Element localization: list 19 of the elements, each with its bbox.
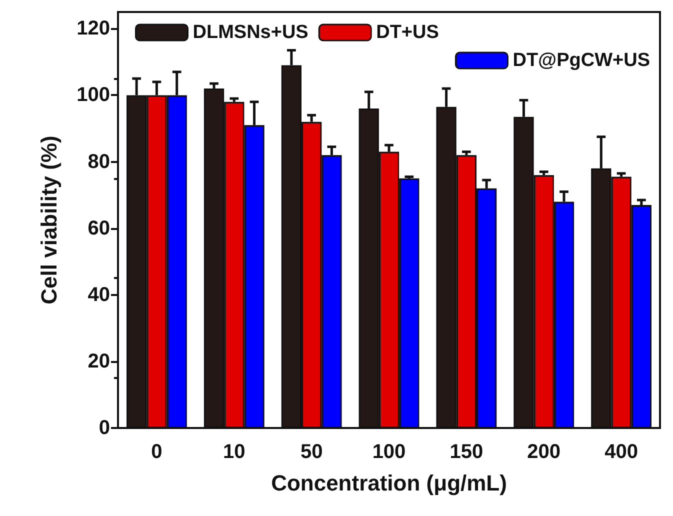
y-tick-label: 20 [88, 350, 110, 372]
x-tick-label: 10 [223, 441, 246, 463]
x-tick-label: 200 [527, 441, 561, 463]
y-tick-label: 120 [76, 18, 110, 40]
x-tick-label: 100 [372, 441, 406, 463]
y-tick-label: 40 [88, 284, 110, 306]
y-tick-label: 100 [76, 84, 110, 106]
legend-label: DLMSNs+US [192, 22, 308, 43]
x-tick-label: 50 [300, 441, 323, 463]
y-tick-label: 80 [88, 150, 110, 173]
y-axis-title: Cell viability (%) [36, 136, 62, 304]
x-tick-label: 400 [604, 441, 638, 463]
x-axis-title: Concentration (μg/mL) [271, 470, 507, 496]
legend-label: DT@PgCW+US [512, 50, 650, 71]
legend-label: DT+US [376, 22, 439, 43]
x-tick-label: 0 [151, 441, 162, 463]
y-tick-label: 60 [88, 217, 110, 240]
x-tick-label: 150 [450, 441, 484, 463]
y-tick-label: 0 [98, 417, 110, 439]
